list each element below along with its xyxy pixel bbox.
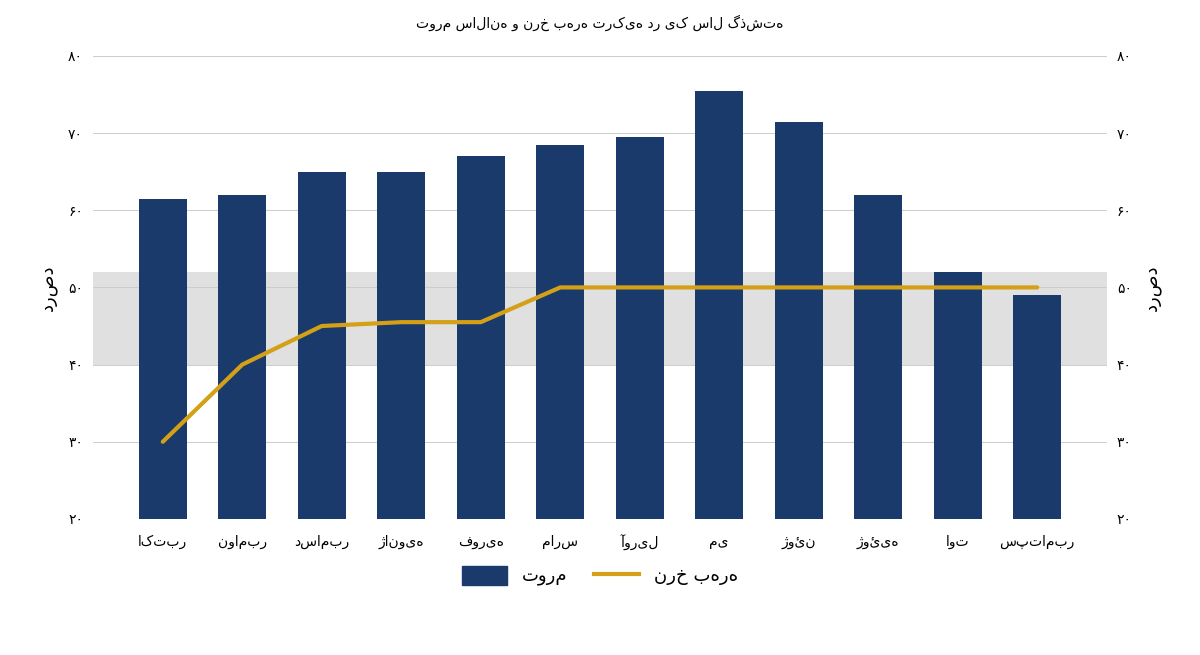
Bar xyxy=(934,272,982,655)
Bar xyxy=(378,172,425,655)
Legend: تورم, نرخ بهره: تورم, نرخ بهره xyxy=(455,559,745,593)
Bar xyxy=(695,90,743,655)
Y-axis label: درصد: درصد xyxy=(38,264,58,310)
Bar xyxy=(616,137,664,655)
Y-axis label: درصد: درصد xyxy=(1142,264,1162,310)
Bar xyxy=(92,272,1108,365)
Bar xyxy=(1013,295,1061,655)
Bar xyxy=(775,121,822,655)
Bar xyxy=(854,195,902,655)
Bar xyxy=(218,195,266,655)
Bar xyxy=(457,157,505,655)
Bar xyxy=(139,198,187,655)
Bar xyxy=(536,145,584,655)
Bar xyxy=(298,172,346,655)
Title: تورم سالانه و نرخ بهره ترکیه در یک سال گذشته: تورم سالانه و نرخ بهره ترکیه در یک سال گ… xyxy=(416,15,784,31)
